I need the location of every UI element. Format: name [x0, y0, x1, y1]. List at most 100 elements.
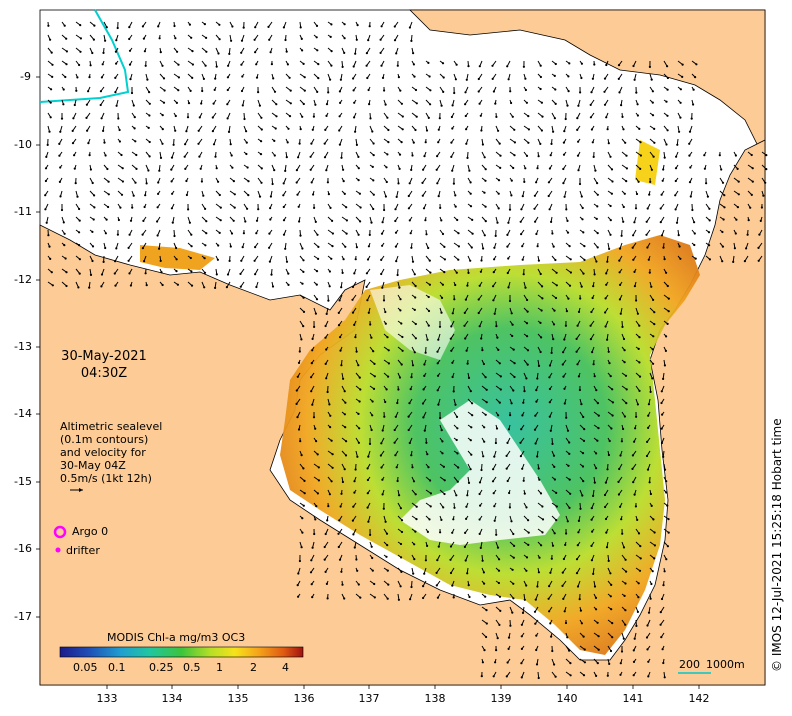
- velocity-arrow-head: [331, 219, 334, 222]
- velocity-arrow-head: [507, 221, 510, 224]
- velocity-arrow-head: [357, 179, 360, 182]
- velocity-arrow-head: [469, 181, 472, 184]
- velocity-arrow-head: [650, 504, 653, 507]
- velocity-arrow-head: [597, 427, 600, 430]
- velocity-arrow-head: [611, 388, 614, 391]
- velocity-arrow-head: [721, 260, 724, 263]
- velocity-arrow-head: [577, 519, 581, 523]
- velocity-arrow-head: [651, 114, 655, 117]
- velocity-arrow-head: [415, 518, 418, 521]
- velocity-arrow-head: [380, 258, 383, 261]
- velocity-arrow-head: [76, 195, 79, 198]
- velocity-arrow-head: [240, 63, 243, 66]
- velocity-arrow-head: [380, 466, 383, 469]
- velocity-arrow-head: [524, 88, 528, 92]
- x-tick: 134: [161, 692, 183, 705]
- velocity-arrow-head: [87, 142, 90, 145]
- velocity-arrow-head: [78, 231, 81, 234]
- velocity-arrow-head: [218, 193, 221, 197]
- velocity-arrow-head: [548, 585, 551, 588]
- velocity-arrow-head: [618, 467, 621, 471]
- velocity-arrow-head: [422, 585, 425, 588]
- velocity-arrow-head: [92, 218, 95, 221]
- velocity-arrow-head: [555, 491, 558, 494]
- y-tick: -13: [14, 340, 32, 353]
- velocity-arrow-head: [285, 156, 288, 159]
- velocity-arrow-head: [190, 36, 193, 39]
- velocity-arrow-head: [449, 558, 452, 561]
- velocity-arrow-head: [735, 218, 738, 221]
- velocity-arrow-head: [608, 662, 611, 666]
- velocity-arrow-head: [395, 52, 398, 55]
- velocity-arrow-head: [142, 37, 145, 40]
- velocity-arrow-head: [765, 168, 768, 171]
- velocity-arrow-head: [394, 231, 398, 234]
- velocity-arrow-head: [141, 247, 144, 250]
- velocity-arrow-head: [315, 283, 318, 286]
- velocity-arrow-head: [339, 101, 342, 104]
- velocity-arrow-head: [271, 182, 274, 186]
- velocity-arrow-head: [93, 194, 96, 197]
- velocity-arrow-head: [522, 479, 525, 482]
- velocity-arrow-head: [255, 232, 258, 235]
- velocity-arrow-head: [176, 50, 179, 53]
- velocity-arrow-head: [411, 364, 415, 367]
- velocity-arrow-head: [175, 101, 178, 104]
- velocity-arrow-head: [143, 260, 146, 263]
- velocity-arrow-head: [282, 194, 285, 197]
- velocity-arrow-head: [634, 207, 638, 210]
- velocity-arrow-head: [440, 429, 443, 432]
- velocity-arrow-head: [327, 193, 330, 196]
- velocity-arrow-head: [617, 480, 620, 483]
- velocity-arrow-head: [199, 167, 202, 170]
- velocity-arrow-head: [186, 116, 190, 119]
- velocity-arrow-head: [609, 375, 612, 378]
- velocity-arrow-head: [88, 76, 91, 79]
- velocity-arrow-head: [311, 596, 314, 599]
- velocity-arrow-head: [384, 322, 387, 325]
- velocity-arrow-head: [525, 584, 528, 587]
- velocity-arrow-head: [483, 156, 486, 159]
- description-line-2: (0.1m contours): [60, 433, 149, 446]
- velocity-arrow-head: [309, 168, 312, 171]
- velocity-arrow-head: [352, 505, 355, 508]
- velocity-arrow-head: [633, 221, 636, 224]
- velocity-arrow-head: [324, 532, 327, 536]
- velocity-arrow-head: [428, 259, 431, 262]
- velocity-arrow-head: [398, 494, 401, 497]
- velocity-arrow-head: [485, 388, 488, 391]
- velocity-arrow-head: [330, 257, 333, 260]
- velocity-arrow-head: [282, 26, 285, 29]
- velocity-arrow-head: [381, 76, 385, 79]
- velocity-arrow-head: [576, 117, 579, 120]
- velocity-arrow-head: [161, 64, 164, 67]
- velocity-arrow-head: [653, 557, 656, 560]
- velocity-arrow-head: [383, 415, 386, 418]
- velocity-arrow-head: [185, 130, 188, 133]
- velocity-arrow-head: [302, 296, 305, 299]
- velocity-arrow-head: [78, 272, 81, 275]
- velocity-arrow-head: [302, 270, 305, 273]
- velocity-arrow-head: [464, 114, 467, 118]
- velocity-arrow-head: [624, 141, 627, 144]
- velocity-arrow-head: [484, 205, 487, 208]
- velocity-arrow-head: [211, 116, 214, 119]
- velocity-arrow-head: [541, 518, 545, 521]
- velocity-arrow-head: [436, 559, 439, 562]
- velocity-arrow-head: [568, 452, 571, 455]
- velocity-arrow-head: [170, 168, 173, 171]
- velocity-arrow-head: [662, 661, 665, 665]
- velocity-arrow-head: [200, 180, 203, 183]
- velocity-arrow-head: [407, 207, 410, 210]
- velocity-arrow-head: [313, 206, 316, 209]
- velocity-arrow-head: [453, 91, 456, 95]
- velocity-arrow-head: [407, 194, 410, 198]
- velocity-arrow-head: [651, 348, 654, 351]
- velocity-arrow-head: [578, 388, 582, 392]
- velocity-arrow-head: [483, 234, 486, 237]
- velocity-arrow-head: [659, 221, 662, 224]
- y-tick: -14: [14, 407, 32, 420]
- velocity-arrow-head: [525, 556, 529, 559]
- velocity-arrow-head: [539, 321, 542, 324]
- velocity-arrow-head: [300, 37, 303, 41]
